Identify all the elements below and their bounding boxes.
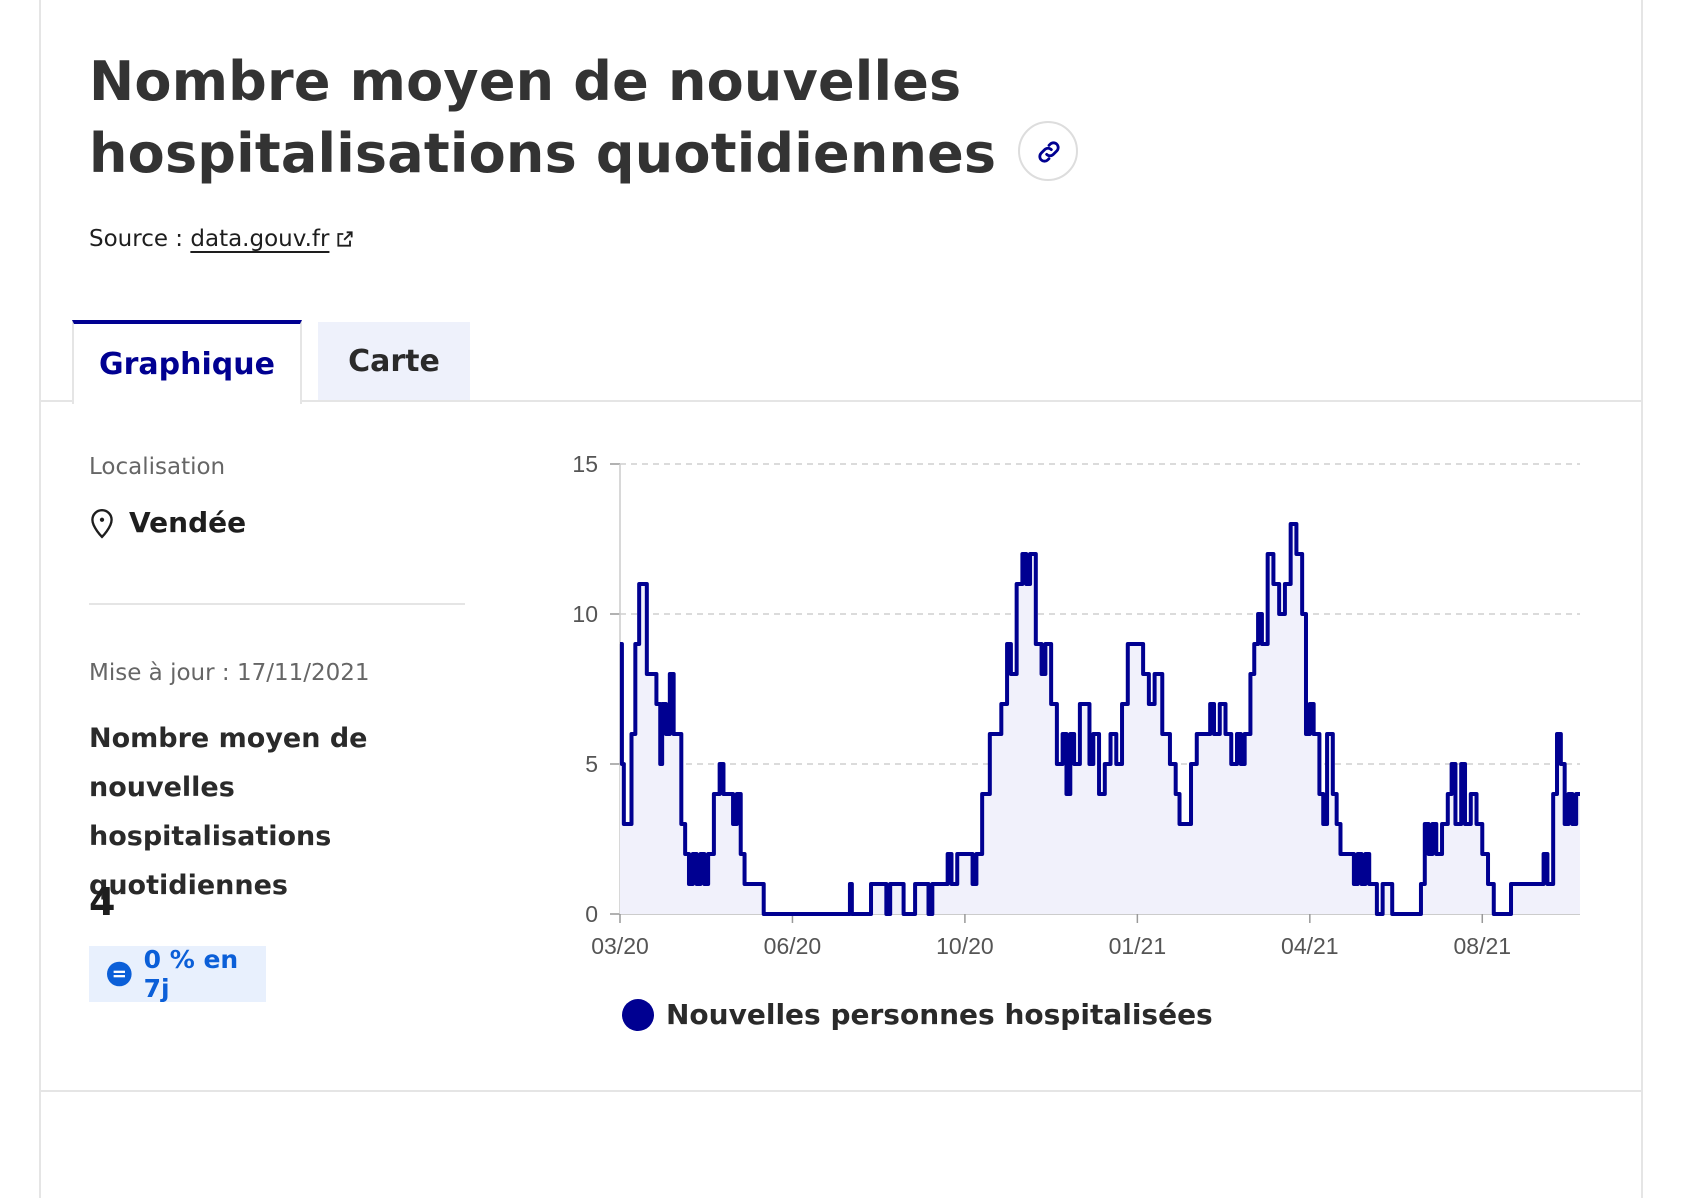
- series-line: [619, 522, 1580, 916]
- legend-label: Nouvelles personnes hospitalisées: [666, 998, 1213, 1031]
- location-pin-icon: [91, 508, 113, 539]
- location-value: Vendée: [129, 506, 247, 539]
- x-tick-label: 04/21: [1281, 933, 1339, 959]
- card-bottom-border: [39, 1090, 1643, 1092]
- chart-legend: Nouvelles personnes hospitalisées: [622, 998, 1213, 1031]
- tab-graphique[interactable]: Graphique: [72, 320, 302, 404]
- y-tick-label: 0: [585, 901, 598, 927]
- metric-value: 4: [89, 880, 116, 924]
- y-tick-label: 10: [572, 601, 598, 627]
- x-tick-label: 10/20: [936, 933, 994, 959]
- y-tick-label: 15: [572, 451, 598, 477]
- copy-link-button[interactable]: [1018, 121, 1079, 182]
- equal-icon: [107, 961, 132, 987]
- page-title: Nombre moyen de nouvelles hospitalisatio…: [89, 46, 1449, 190]
- card-frame: [39, 0, 1643, 1198]
- legend-swatch: [622, 998, 654, 1031]
- tabs-divider: [39, 400, 1643, 402]
- link-icon: [1038, 141, 1060, 163]
- x-tick-label: 03/20: [591, 933, 649, 959]
- x-tick-label: 01/21: [1109, 933, 1167, 959]
- series-area: [620, 524, 1580, 914]
- update-date: Mise à jour : 17/11/2021: [89, 660, 370, 686]
- metric-label: Nombre moyen de nouvelles hospitalisatio…: [89, 723, 368, 901]
- x-tick-label: 06/20: [764, 933, 822, 959]
- y-tick-label: 5: [585, 751, 598, 777]
- source-line: Source : data.gouv.fr: [89, 226, 355, 252]
- x-tick-label: 08/21: [1453, 933, 1511, 959]
- location-label: Localisation: [89, 454, 226, 480]
- tab-carte[interactable]: Carte: [318, 322, 470, 400]
- line-chart: 0 5 10 15 03/20 06/20 10/20 01/21 04/21 08/21: [572, 451, 1580, 959]
- location-selector[interactable]: Vendée: [89, 506, 246, 539]
- sidebar-divider: [89, 603, 465, 605]
- trend-text: 0 % en 7j: [143, 945, 239, 1003]
- external-link-icon: [337, 231, 354, 247]
- trend-badge: 0 % en 7j: [89, 945, 266, 1003]
- source-link[interactable]: data.gouv.fr: [190, 226, 355, 252]
- source-prefix: Source :: [89, 226, 184, 252]
